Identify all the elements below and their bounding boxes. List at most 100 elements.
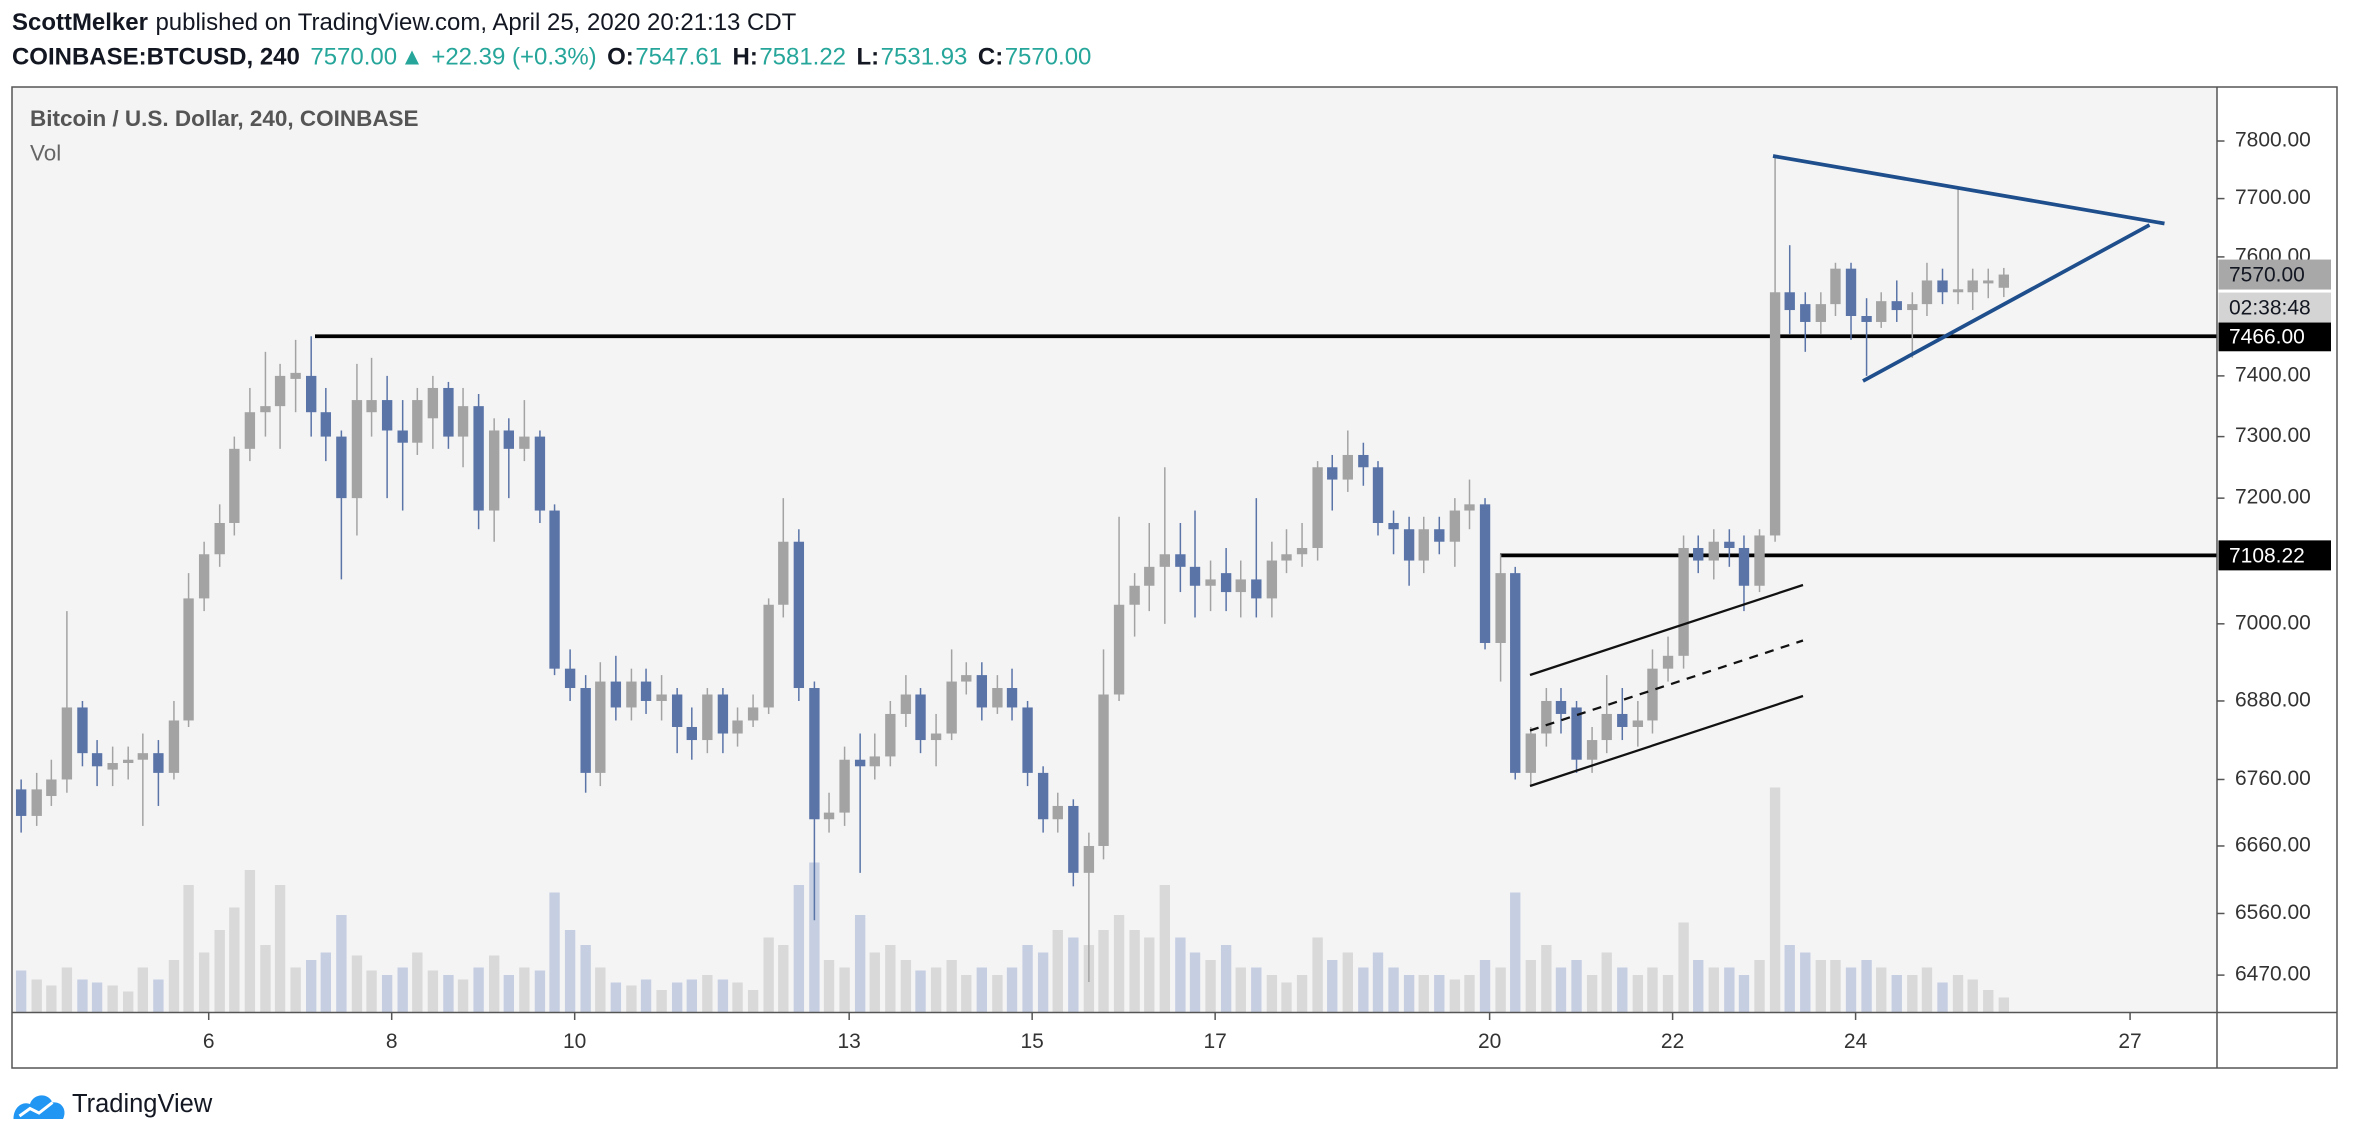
volume-bar	[686, 979, 697, 1013]
candle-body	[198, 554, 210, 599]
volume-bar	[1098, 930, 1109, 1013]
y-tick-label: 7400.00	[2235, 363, 2311, 386]
candle-body	[1342, 454, 1353, 480]
y-tick-label: 7700.00	[2235, 186, 2311, 209]
candle-body	[732, 720, 743, 734]
volume-bar	[702, 975, 713, 1013]
symbol-line: COINBASE:BTCUSD, 240 7570.00 ▲ +22.39 (+0.3…	[12, 44, 1091, 71]
candle-body	[1449, 510, 1461, 542]
axes: 6470.00 6560.00 6660.00 6760.00 6880.00 7000.…	[11, 86, 2338, 1069]
ohlc-value: 7570.00	[1005, 44, 1092, 71]
ohlc-label: C:	[978, 44, 1003, 71]
candle-body	[946, 681, 957, 734]
candle-body	[1738, 547, 1750, 586]
candle-body	[854, 759, 866, 767]
candle-body	[107, 763, 118, 770]
candle-body	[778, 541, 789, 605]
volume-bar	[290, 967, 301, 1013]
volume-bar	[77, 979, 88, 1013]
volume-bar	[1342, 952, 1353, 1013]
volume-bar	[1068, 937, 1079, 1013]
volume-bar	[1861, 960, 1872, 1013]
symbol: COINBASE:BTCUSD, 240	[12, 44, 300, 71]
price-badge	[2218, 259, 2331, 290]
volume-bar	[336, 915, 347, 1013]
candle-body	[1601, 713, 1612, 741]
volume-bar	[992, 975, 1003, 1013]
volume-bar	[1876, 967, 1887, 1013]
candle-body	[412, 400, 423, 443]
publish-line: ScottMelker published on TradingView.com,…	[12, 9, 797, 36]
candle-body	[1830, 268, 1841, 305]
candle-body	[747, 707, 759, 721]
volume-bar	[1891, 975, 1902, 1013]
candle-body	[443, 387, 454, 437]
candle-body	[717, 694, 729, 734]
volume-bar	[1418, 975, 1429, 1013]
volume-bar	[1586, 975, 1598, 1013]
volume-bar	[1052, 930, 1063, 1013]
candle-body	[961, 675, 972, 682]
volume-bar	[31, 979, 42, 1013]
volume-bar	[305, 960, 317, 1013]
candle-body	[1525, 733, 1536, 773]
candle-body	[1144, 566, 1155, 586]
y-tick-label: 6760.00	[2235, 767, 2311, 790]
volume-bar	[1907, 975, 1918, 1013]
volume-bar	[457, 979, 469, 1013]
candle-body	[1937, 280, 1948, 293]
candle-body	[427, 387, 439, 419]
candle-body	[1541, 700, 1552, 734]
candle-body	[290, 372, 301, 379]
candle-body	[1632, 720, 1644, 727]
candle-body	[1891, 301, 1902, 311]
volume-bar	[1738, 975, 1750, 1013]
candle-body	[1754, 535, 1765, 586]
footer-logo	[13, 1095, 65, 1120]
volume-bar	[564, 930, 576, 1013]
volume-bar	[443, 975, 454, 1013]
candle-body	[1388, 522, 1399, 530]
candle-body	[1678, 547, 1689, 656]
candle-body	[381, 400, 393, 431]
volume-bar	[46, 985, 57, 1013]
candle-body	[1647, 668, 1658, 721]
candle-body	[168, 720, 180, 773]
volume-bar	[900, 960, 912, 1013]
candle-body	[1586, 740, 1598, 760]
volume-bar	[473, 967, 484, 1013]
change-arrow: ▲	[400, 44, 424, 71]
volume-bar	[183, 885, 194, 1013]
candle-body	[640, 681, 652, 701]
candle-body	[823, 812, 835, 820]
volume-bar	[809, 862, 820, 1013]
volume-bar	[1921, 967, 1933, 1013]
volume-bar	[1998, 997, 2009, 1013]
candle-body	[1205, 579, 1216, 586]
countdown-label: 02:38:48	[2229, 297, 2311, 320]
candle-body	[900, 694, 912, 714]
candle-body	[534, 436, 546, 511]
volume-bar	[1175, 937, 1186, 1013]
candle-body	[1555, 700, 1567, 714]
countdown-badge	[2218, 292, 2331, 323]
candle-body	[153, 753, 164, 773]
volume-bar	[1662, 975, 1674, 1013]
ohlc-value: 7531.93	[881, 44, 968, 71]
triangle-upper	[1772, 154, 2165, 226]
volume-bar	[640, 979, 652, 1013]
candle-body	[1358, 454, 1369, 468]
volume-bar	[198, 952, 210, 1013]
y-tick-label: 7300.00	[2235, 424, 2311, 447]
volume-bar	[1129, 930, 1140, 1013]
plot-background	[11, 87, 2217, 1013]
candle-body	[1251, 579, 1262, 599]
volume-bar	[214, 930, 225, 1013]
volume-bar	[519, 967, 530, 1013]
volume-bar	[717, 979, 729, 1013]
volume-bar	[1617, 967, 1628, 1013]
x-tick-label: 6	[203, 1030, 215, 1053]
drawings	[1529, 154, 2165, 788]
volume-bar	[1769, 787, 1781, 1013]
volume-bar	[1434, 975, 1445, 1013]
